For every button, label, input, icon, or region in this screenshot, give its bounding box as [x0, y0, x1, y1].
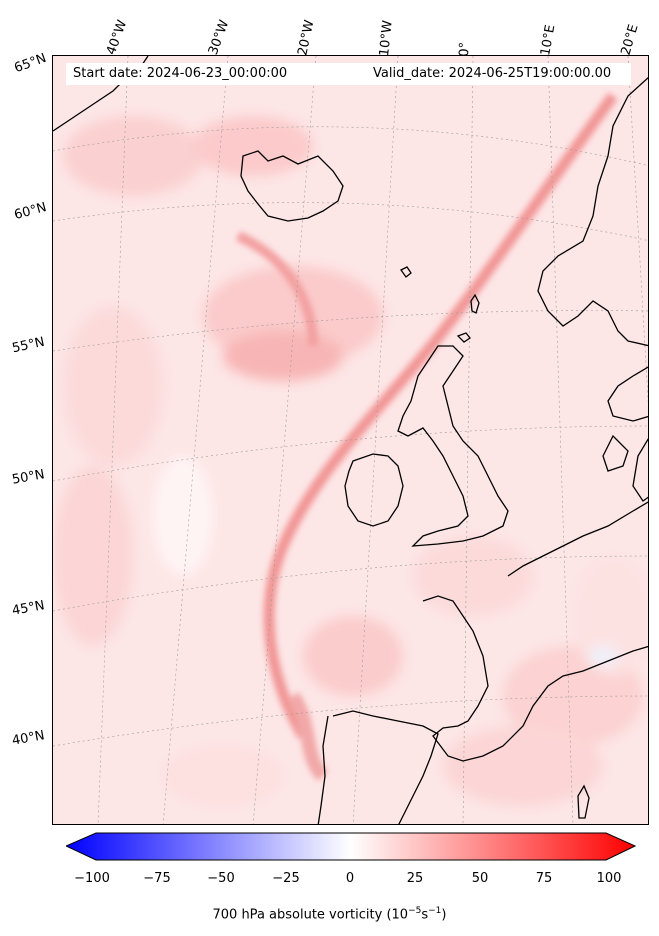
vorticity-front-band — [235, 92, 618, 781]
iberia-west-coast — [317, 715, 329, 824]
colorbar-tick: 100 — [596, 871, 622, 886]
norway-coast — [537, 76, 648, 347]
lon-label-10w: 10°W — [377, 19, 396, 58]
iceland-coast — [240, 150, 344, 222]
orkney-coast — [456, 332, 471, 343]
colorbar-tick: 50 — [471, 871, 489, 886]
great-britain-coast — [397, 345, 509, 547]
valid-date-text: Valid_date: 2024-06-25T19:00:00.00 — [373, 66, 612, 81]
corsica-coast — [577, 784, 590, 819]
lat-label-40n: 40°N — [10, 728, 46, 749]
colorbar-tick: 0 — [345, 871, 355, 886]
lon-label-40w: 40°W — [103, 18, 131, 57]
lat-label-55n: 55°N — [10, 334, 46, 357]
lat-label-50n: 50°N — [10, 467, 46, 488]
colorbar-tick: −25 — [272, 871, 300, 886]
lon-label-0: 0° — [457, 41, 473, 57]
colorbar-gradient — [66, 832, 636, 861]
scandinavia-coast — [607, 366, 648, 422]
north-sea-continental-coast — [507, 501, 648, 577]
coastlines — [53, 56, 648, 824]
colorbar-tick: −75 — [143, 871, 171, 886]
colorbar-tick: −50 — [207, 871, 235, 886]
lat-label-60n: 60°N — [12, 200, 49, 223]
colorbar-tick: 75 — [535, 871, 553, 886]
lon-label-20w: 20°W — [295, 18, 318, 57]
colorbar-tick: 25 — [406, 871, 424, 886]
colorbar-label-unit: s — [421, 907, 429, 923]
shetland-coast — [470, 293, 480, 314]
france-coast — [422, 595, 648, 762]
iberia-coast — [332, 710, 439, 824]
vorticity-field — [53, 56, 648, 824]
baltic-coast — [632, 438, 648, 502]
colorbar-label-text: 700 hPa absolute vorticity (10 — [212, 907, 409, 923]
ireland-coast — [344, 453, 404, 527]
graticule — [53, 56, 648, 824]
colorbar-label: 700 hPa absolute vorticity (10−5s−1) — [0, 906, 659, 922]
colorbar-label-exponent: −5 — [408, 906, 422, 916]
lon-label-10e: 10°E — [538, 23, 559, 58]
lat-label-45n: 45°N — [10, 598, 46, 619]
lon-label-20e: 20°E — [618, 22, 642, 58]
colorbar-label-close: ) — [441, 907, 447, 923]
lon-label-30w: 30°W — [205, 18, 233, 57]
colorbar-label-exponent2: −1 — [428, 906, 442, 916]
lat-label-65n: 65°N — [12, 50, 49, 77]
colorbar-tick: −100 — [74, 871, 110, 886]
colorbar — [66, 832, 636, 861]
faroe-coast — [400, 266, 412, 278]
date-header-background — [66, 63, 631, 85]
denmark-coast — [602, 434, 629, 472]
map-panel — [52, 55, 649, 825]
start-date-text: Start date: 2024-06-23_00:00:00 — [73, 66, 288, 81]
